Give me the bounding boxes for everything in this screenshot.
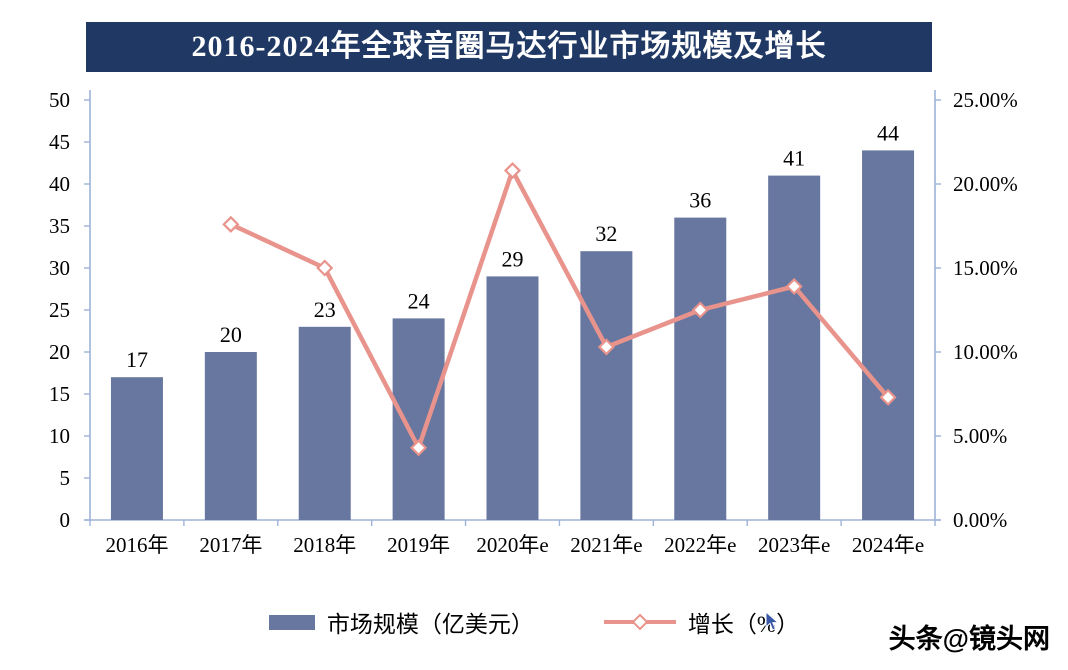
mouse-cursor-icon — [765, 612, 780, 631]
bar-2024年e — [862, 150, 915, 520]
chart-legend: 市场规模（亿美元） 增长（%） — [0, 598, 1068, 646]
x-axis-label: 2021年e — [570, 533, 642, 557]
bar-2018年 — [298, 326, 351, 520]
bar-value-label: 41 — [783, 146, 805, 171]
left-axis-tick-label: 20 — [49, 340, 70, 364]
x-axis-label: 2024年e — [852, 533, 924, 557]
x-axis-label: 2018年 — [293, 533, 356, 557]
bar-2022年e — [674, 217, 727, 520]
growth-marker — [222, 215, 240, 233]
x-axis-label: 2022年e — [664, 533, 736, 557]
left-axis-tick-label: 25 — [49, 298, 70, 322]
right-axis-tick-label: 15.00% — [953, 256, 1018, 280]
growth-marker — [785, 277, 803, 296]
left-axis-tick-label: 10 — [49, 424, 70, 448]
bar-2019年 — [392, 318, 445, 520]
right-axis-tick-label: 0.00% — [953, 508, 1007, 532]
growth-marker — [597, 338, 615, 356]
bar-2020年e — [486, 276, 539, 520]
left-axis-tick-label: 40 — [49, 172, 70, 196]
growth-marker — [691, 301, 709, 319]
bar-series-swatch — [268, 614, 315, 630]
bar-value-label: 44 — [877, 120, 899, 145]
legend-item-growth: 增长（%） — [603, 605, 800, 639]
right-axis-tick-label: 10.00% — [953, 340, 1018, 364]
left-axis-tick-label: 50 — [49, 88, 70, 112]
line-series-swatch — [603, 613, 676, 631]
growth-marker — [503, 162, 522, 180]
bar-value-label: 24 — [408, 288, 430, 313]
bar-2021年e — [580, 251, 633, 520]
bar-value-label: 29 — [502, 246, 524, 271]
x-axis-label: 2017年 — [199, 533, 262, 557]
bar-2016年 — [110, 377, 163, 520]
bar-2017年 — [204, 352, 257, 520]
bar-value-label: 36 — [689, 188, 711, 213]
watermark: 头条@镜头网 — [888, 624, 1050, 654]
legend-bars-label: 市场规模（亿美元） — [326, 612, 534, 637]
left-axis-tick-label: 5 — [60, 466, 71, 490]
x-axis-label: 2019年 — [387, 533, 450, 557]
bar-value-label: 32 — [595, 221, 617, 246]
chart-plot: 0 5 10 15 20 25 30 35 40 45 50 0.00% 5.00% 10.00% 15.0… — [49, 88, 1018, 557]
x-axis-label: 2020年e — [476, 533, 548, 557]
legend-line-label: 增长（%） — [687, 612, 800, 637]
x-axis-label: 2023年e — [758, 533, 830, 557]
legend-item-market-size: 市场规模（亿美元） — [268, 605, 534, 639]
left-axis-tick-label: 30 — [49, 256, 70, 280]
bar-value-label: 20 — [220, 322, 242, 347]
left-axis-tick-label: 15 — [49, 382, 70, 406]
growth-marker — [879, 388, 897, 406]
right-axis-tick-label: 20.00% — [953, 172, 1018, 196]
left-axis-tick-label: 0 — [60, 508, 71, 532]
left-axis-tick-label: 45 — [49, 130, 70, 154]
left-axis-tick-label: 35 — [49, 214, 70, 238]
growth-marker — [316, 259, 334, 277]
bar-value-label: 17 — [126, 347, 148, 372]
bar-value-label: 23 — [314, 297, 336, 322]
right-axis-tick-label: 25.00% — [953, 88, 1018, 112]
growth-line — [228, 168, 891, 451]
growth-marker — [410, 439, 428, 457]
bar-2023年e — [768, 175, 821, 520]
x-axis-label: 2016年 — [105, 533, 168, 557]
chart-title: 2016-2024年全球音圈马达行业市场规模及增长 — [86, 22, 932, 72]
right-axis-tick-label: 5.00% — [953, 424, 1007, 448]
